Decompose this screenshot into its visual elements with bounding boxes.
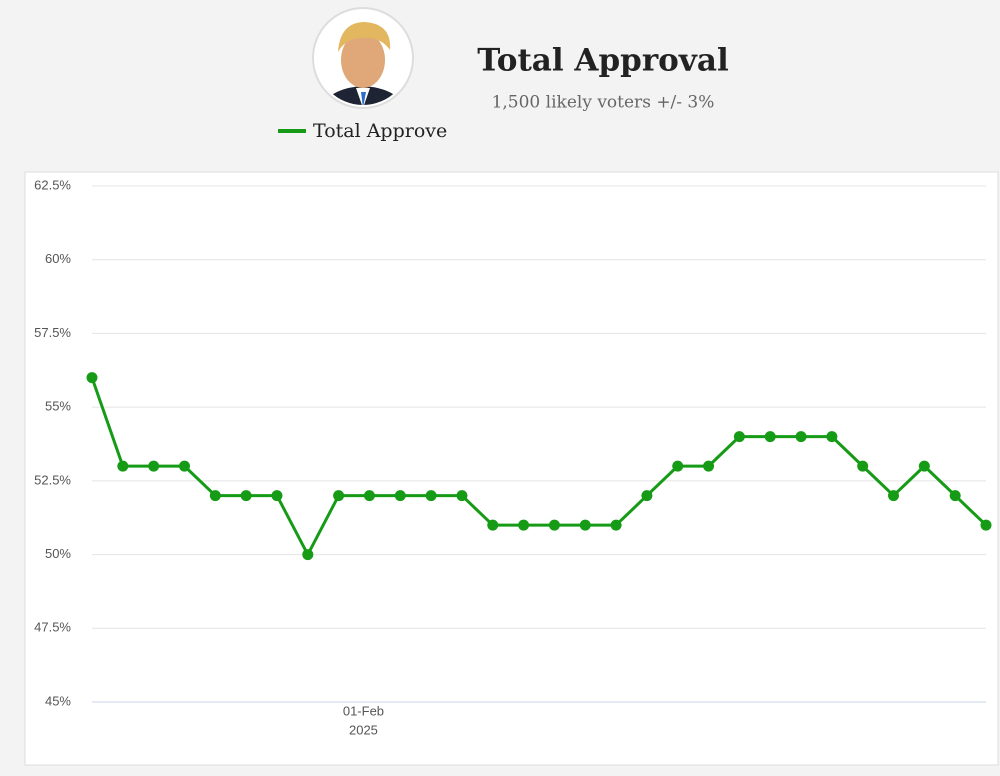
point (518, 519, 530, 531)
point (456, 490, 468, 502)
chart-subtitle: 1,500 likely voters +/- 3% (492, 93, 715, 113)
point (548, 519, 560, 531)
point (610, 519, 622, 531)
point (487, 519, 499, 531)
y-tick-label: 60% (45, 251, 71, 266)
point (209, 490, 221, 502)
point (980, 519, 992, 531)
point (764, 431, 776, 443)
point (703, 460, 715, 472)
y-tick-label: 62.5% (34, 177, 71, 192)
point (826, 431, 838, 443)
plot-panel (24, 171, 999, 766)
point (795, 431, 807, 443)
point (888, 490, 900, 502)
point (240, 490, 252, 502)
y-tick-label: 47.5% (34, 620, 71, 635)
point (394, 490, 406, 502)
point (117, 460, 129, 472)
point (672, 460, 684, 472)
point (425, 490, 437, 502)
point (949, 490, 961, 502)
point (302, 549, 314, 561)
y-tick-label: 55% (45, 399, 71, 414)
point (148, 460, 160, 472)
y-tick-label: 52.5% (34, 472, 71, 487)
point (333, 490, 345, 502)
portrait (312, 7, 414, 109)
y-tick-label: 50% (45, 546, 71, 561)
x-tick-label: 01-Feb (343, 703, 384, 718)
point (918, 460, 930, 472)
point (271, 490, 283, 502)
y-tick-label: 45% (45, 693, 71, 708)
point (579, 519, 591, 531)
point (363, 490, 375, 502)
point (733, 431, 745, 443)
point (641, 490, 653, 502)
point (178, 460, 190, 472)
point (857, 460, 869, 472)
chart-title: Total Approval (477, 43, 728, 79)
point (86, 372, 98, 384)
legend-label: Total Approve (313, 120, 447, 142)
y-tick-label: 57.5% (34, 325, 71, 340)
x-tick-label: 2025 (349, 722, 378, 737)
